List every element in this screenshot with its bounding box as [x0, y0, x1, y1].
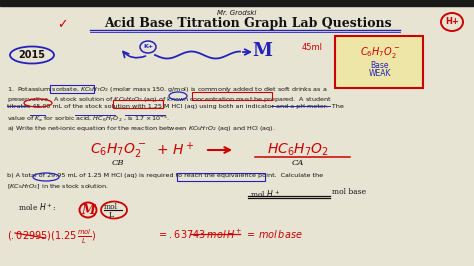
Text: mol: mol [104, 203, 118, 211]
Text: value of $K_a$ for sorbic acid, $HC_6H_7O_2$ , is $1.7 \times 10^{-5}$.: value of $K_a$ for sorbic acid, $HC_6H_7… [7, 114, 170, 124]
Text: WEAK: WEAK [369, 69, 391, 78]
Text: M: M [252, 42, 272, 60]
Text: Mr. Grodski: Mr. Grodski [217, 10, 257, 16]
Text: mole $H^+$:: mole $H^+$: [18, 201, 56, 213]
Text: Acid Base Titration Graph Lab Questions: Acid Base Titration Graph Lab Questions [104, 17, 392, 30]
Text: $(.02995)(1.25\,\frac{mol}{L})$: $(.02995)(1.25\,\frac{mol}{L})$ [7, 228, 96, 246]
Text: $[KC_6H_7O_2]$ in the stock solution.: $[KC_6H_7O_2]$ in the stock solution. [7, 182, 109, 191]
Bar [192, 92, 272, 100]
Text: L: L [109, 211, 114, 219]
Text: mol base: mol base [332, 188, 366, 196]
Text: a) Write the net-ionic equation for the reaction between $KC_6H_7O_2$ (aq) and H: a) Write the net-ionic equation for the … [7, 124, 276, 133]
Text: $HC_6H_7O_2$: $HC_6H_7O_2$ [267, 142, 329, 158]
Text: titrates 45.00 mL of the stock solution with 1.25 M HCl (aq) using both an indic: titrates 45.00 mL of the stock solution … [7, 104, 344, 109]
Text: $C_6H_7O_2^-$: $C_6H_7O_2^-$ [360, 44, 400, 60]
Text: K+: K+ [143, 44, 153, 49]
Text: H+: H+ [445, 18, 459, 27]
Text: $= .63743\,mol\,H^+\,=\,mol\,base$: $= .63743\,mol\,H^+\,=\,mol\,base$ [157, 228, 303, 241]
Text: M: M [81, 203, 95, 217]
Text: 45ml: 45ml [302, 44, 323, 52]
Text: $H^+$: $H^+$ [172, 141, 194, 159]
Text: Base: Base [371, 60, 389, 69]
Text: 1.  Potassium sorbate, $KC_6H_7O_2$ (molar mass 150. g/mol) is commonly added to: 1. Potassium sorbate, $KC_6H_7O_2$ (mola… [7, 85, 328, 94]
Bar [177, 173, 265, 181]
Bar [113, 100, 163, 108]
Text: mol $H^+$: mol $H^+$ [250, 188, 280, 200]
Bar [335, 36, 423, 88]
Bar [336, 37, 422, 87]
Bar [0, 0, 474, 6]
Text: CA: CA [292, 159, 304, 167]
Text: $+$: $+$ [156, 143, 168, 157]
Text: preservative.  A stock solution of $KC_6H_7O_2$ (aq) of known concentration must: preservative. A stock solution of $KC_6H… [7, 94, 332, 103]
Text: b) A total of 29.95 mL of 1.25 M HCl (aq) is required to reach the equivalence p: b) A total of 29.95 mL of 1.25 M HCl (aq… [7, 173, 323, 178]
Text: $C_6H_7O_2^-$: $C_6H_7O_2^-$ [90, 141, 146, 159]
Bar [50, 85, 94, 93]
Text: CB: CB [112, 159, 124, 167]
Text: ✓: ✓ [57, 18, 67, 31]
Text: 2015: 2015 [18, 50, 46, 60]
